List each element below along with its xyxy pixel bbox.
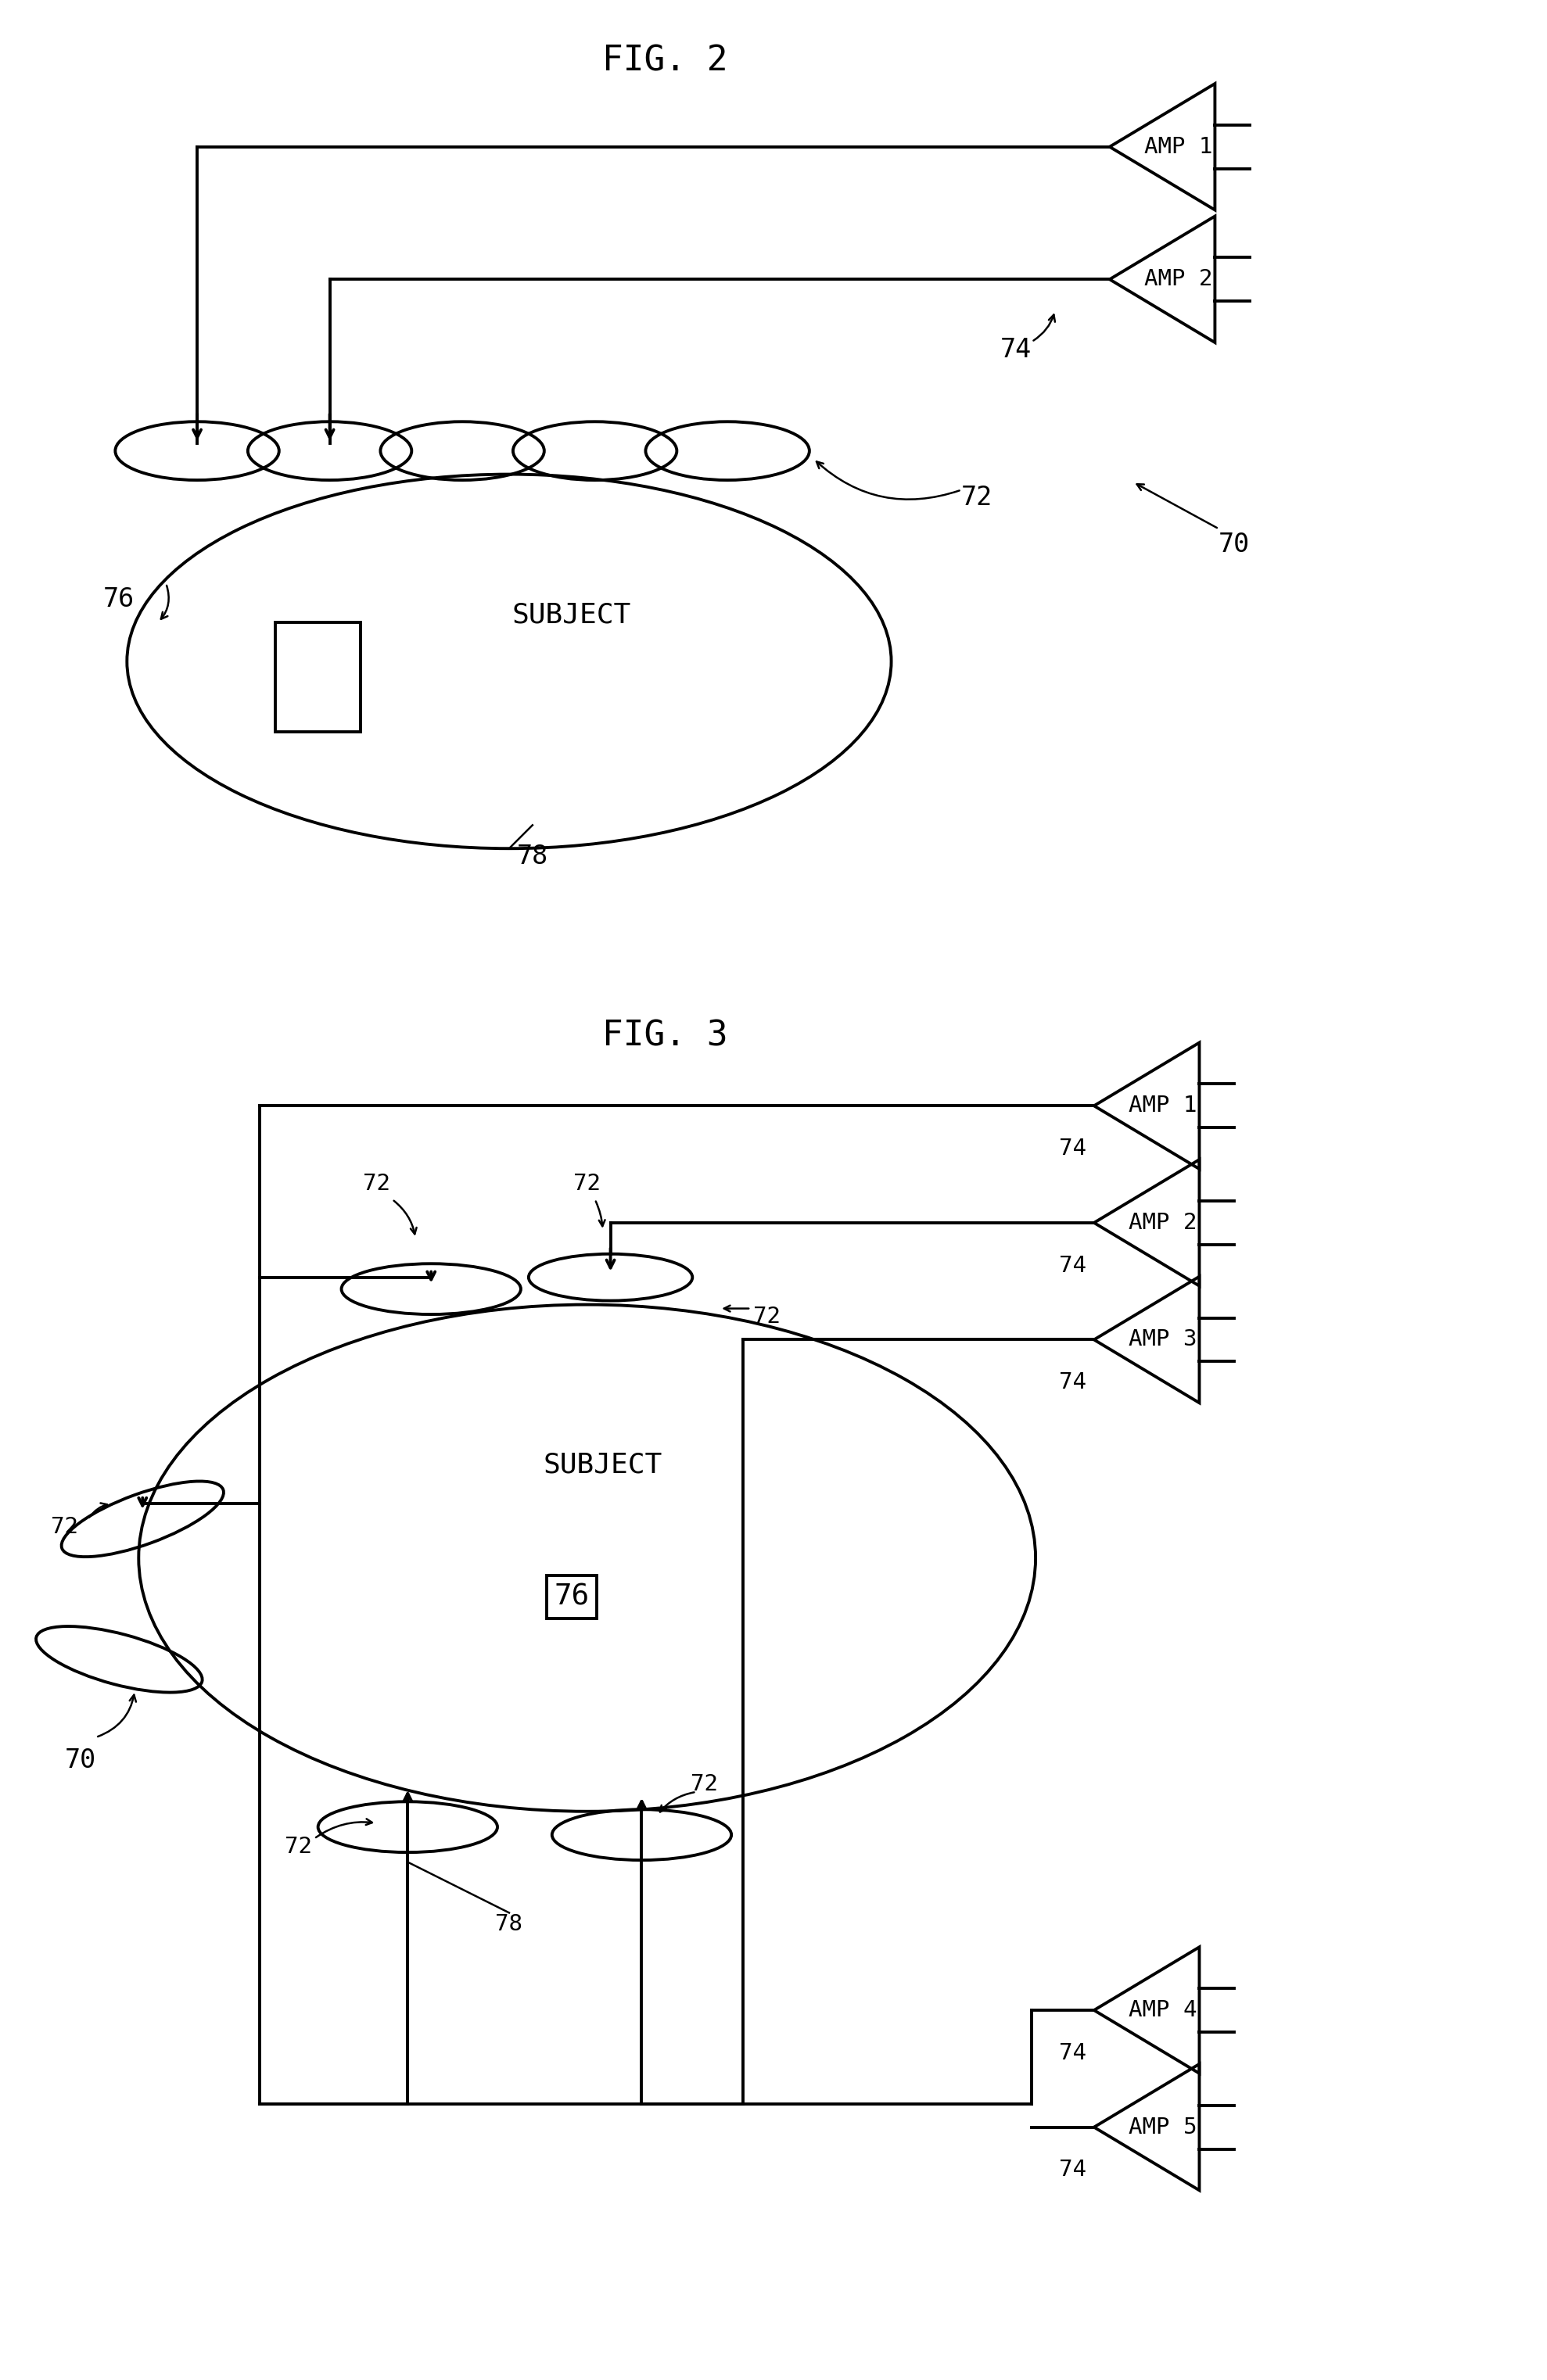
Text: 72: 72: [364, 1173, 390, 1195]
Text: AMP 2: AMP 2: [1143, 269, 1213, 290]
Text: 78: 78: [495, 1914, 523, 1935]
Text: 74: 74: [1060, 1371, 1086, 1395]
Text: 72: 72: [51, 1516, 79, 1537]
Text: AMP 5: AMP 5: [1128, 2116, 1197, 2137]
Text: 72: 72: [753, 1304, 780, 1328]
Text: 76: 76: [104, 585, 135, 612]
Text: AMP 2: AMP 2: [1128, 1211, 1197, 1233]
Text: 70: 70: [65, 1747, 96, 1773]
Text: AMP 1: AMP 1: [1143, 136, 1213, 157]
Text: AMP 1: AMP 1: [1128, 1095, 1197, 1116]
Text: 74: 74: [1060, 2159, 1086, 2180]
Text: AMP 3: AMP 3: [1128, 1328, 1197, 1349]
Text: 74: 74: [1060, 2042, 1086, 2063]
Text: AMP 4: AMP 4: [1128, 1999, 1197, 2021]
Text: 74: 74: [1060, 1254, 1086, 1276]
Text: 72: 72: [574, 1173, 600, 1195]
Text: 70: 70: [1219, 531, 1250, 557]
Text: FIG. 2: FIG. 2: [602, 45, 727, 79]
Text: 78: 78: [517, 843, 548, 869]
Bar: [275, 624, 360, 731]
Text: 72: 72: [961, 486, 993, 512]
Text: SUBJECT: SUBJECT: [512, 602, 631, 628]
Text: FIG. 3: FIG. 3: [602, 1019, 727, 1052]
Text: 76: 76: [554, 1583, 589, 1611]
Text: 74: 74: [1001, 336, 1032, 362]
Text: SUBJECT: SUBJECT: [543, 1452, 662, 1478]
Text: 74: 74: [1060, 1138, 1086, 1159]
Text: 72: 72: [690, 1773, 718, 1795]
Text: 72: 72: [285, 1835, 312, 1856]
